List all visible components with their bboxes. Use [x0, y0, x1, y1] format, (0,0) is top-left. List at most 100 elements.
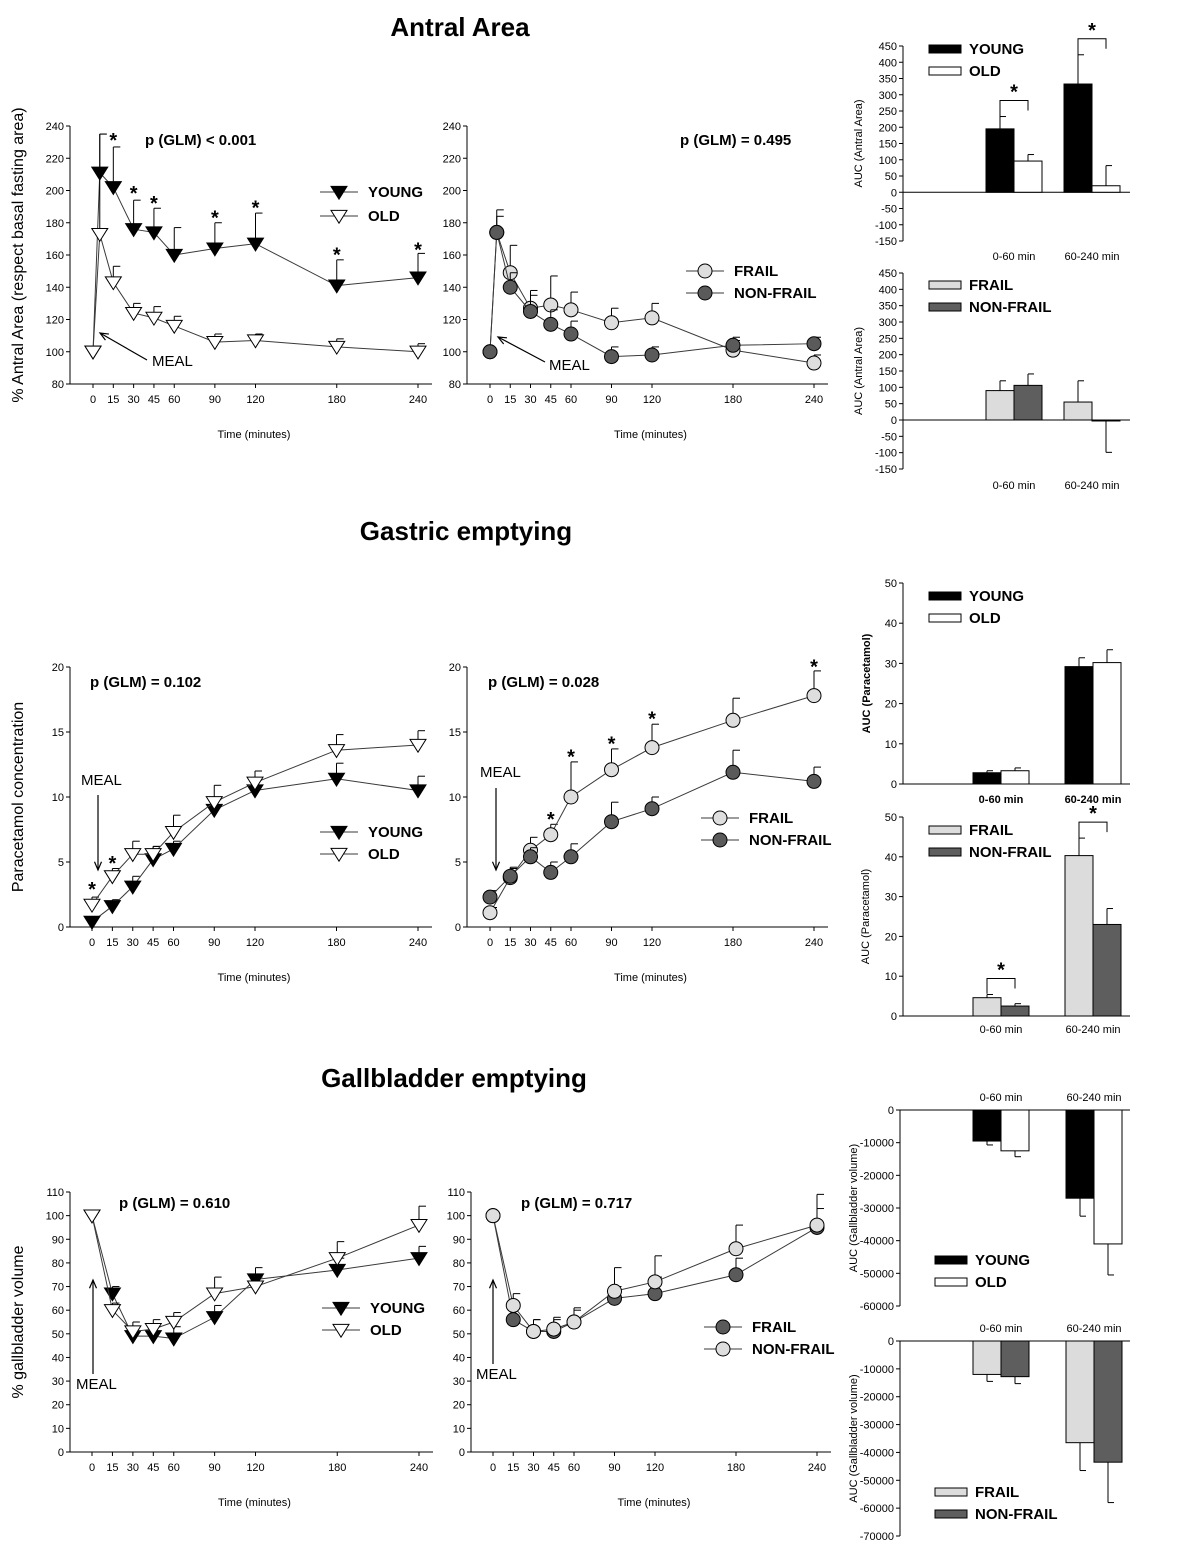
data-point [409, 271, 427, 286]
x-tick-label: 240 [410, 1462, 428, 1474]
data-point [123, 1325, 142, 1340]
data-point [543, 827, 559, 843]
y-tick-label: 50 [885, 812, 897, 824]
data-point [489, 224, 505, 240]
y-tick-label: 40 [885, 618, 897, 630]
y-tick-label: -30000 [860, 1203, 894, 1215]
y-tick-label: 50 [885, 578, 897, 590]
x-axis-title: Time (minutes) [614, 972, 687, 984]
chart-gallbladder-auc-young-old: -60000 -50000 -40000 -30000 -20000 -10000 0 AUC… [848, 1092, 1130, 1313]
significance-star: * [252, 198, 260, 220]
y-tick-label: 450 [879, 41, 897, 53]
data-point [123, 848, 142, 863]
significance-star: * [150, 193, 158, 215]
legend-label: FRAIL [969, 277, 1013, 294]
category-label: 0-60 min [980, 1323, 1023, 1335]
data-point [327, 744, 346, 759]
bar [1092, 923, 1122, 1017]
x-tick-label: 180 [328, 1462, 346, 1474]
y-tick-label: 160 [443, 250, 461, 262]
significance-star: * [547, 809, 555, 831]
series-non-frail [482, 215, 822, 365]
legend-swatch [928, 44, 962, 54]
chart-antral-frail: 80 100 120 140 160 180 200 220 240 0 15 30 45 60 90 120… [443, 121, 828, 441]
x-tick-label: 15 [507, 1462, 519, 1474]
series-young [83, 762, 427, 930]
data-point [566, 1314, 582, 1330]
data-point [806, 355, 822, 371]
x-tick-label: 240 [805, 394, 823, 406]
x-tick-label: 30 [128, 394, 140, 406]
x-tick-label: 60 [565, 394, 577, 406]
legend-label: FRAIL [752, 1319, 796, 1336]
y-tick-label: 20 [449, 662, 461, 674]
x-tick-label: 0 [487, 937, 493, 949]
category-label: 0-60 min [993, 251, 1036, 263]
y-tick-label: 40 [885, 852, 897, 864]
data-point [246, 334, 265, 349]
y-tick-label: 0 [455, 922, 461, 934]
legend-label: OLD [975, 1274, 1007, 1291]
series-line [489, 232, 815, 358]
section-title-gallbladder-emptying: Gallbladder emptying [321, 1063, 587, 1093]
data-point [103, 900, 122, 915]
x-tick-label: 30 [524, 937, 536, 949]
legend-swatch [928, 847, 962, 857]
data-point [563, 326, 579, 342]
bar [1013, 384, 1043, 421]
y-tick-label: 50 [52, 1329, 64, 1341]
data-point [328, 1252, 347, 1267]
p-value-label: p (GLM) = 0.610 [119, 1195, 230, 1212]
y-tick-label: 200 [879, 350, 897, 362]
significance-star: * [1010, 82, 1018, 104]
data-point [124, 223, 143, 238]
significance-star: * [567, 746, 575, 768]
legend-swatch [934, 1509, 968, 1519]
meal-arrowhead [496, 336, 508, 345]
data-point [644, 347, 660, 363]
y-tick-label: -50000 [860, 1475, 894, 1487]
bar [1000, 1340, 1030, 1378]
y-tick-label: 20 [453, 1400, 465, 1412]
data-point [523, 303, 538, 319]
data-point [246, 776, 264, 791]
y-tick-label: 100 [443, 347, 461, 359]
chart-gallbladder-auc-frail: -70000 -60000 -50000 -40000 -30000 -20000 -100… [848, 1323, 1130, 1543]
legend-label: YOUNG [975, 1252, 1030, 1269]
data-point [725, 764, 741, 780]
legend-swatch [928, 591, 962, 601]
x-axis-title: Time (minutes) [218, 1497, 291, 1509]
chart-gallbladder-frail: 0 10 20 30 40 50 60 70 80 90 100 110 0 15 30 45 60 90 120 1… [447, 1187, 835, 1509]
y-tick-label: 30 [885, 892, 897, 904]
y-tick-label: 30 [453, 1376, 465, 1388]
y-tick-label: 80 [52, 1258, 64, 1270]
y-tick-label: 30 [52, 1376, 64, 1388]
y-tick-label: 50 [453, 1329, 465, 1341]
data-point [83, 898, 101, 914]
y-tick-label: -30000 [860, 1420, 894, 1432]
significance-bracket [1078, 821, 1108, 852]
data-point [205, 1287, 224, 1302]
data-point [409, 345, 427, 360]
y-tick-label: 300 [879, 90, 897, 102]
data-point [145, 226, 163, 241]
y-tick-label: -50 [881, 431, 897, 443]
y-tick-label: 90 [453, 1234, 465, 1246]
p-value-label: p (GLM) = 0.717 [521, 1195, 632, 1212]
data-point [205, 796, 224, 811]
meal-arrowhead [98, 332, 110, 341]
x-tick-label: 0 [89, 937, 95, 949]
meal-arrowhead [491, 861, 501, 872]
y-tick-label: 10 [449, 792, 461, 804]
data-point [607, 1283, 622, 1299]
category-label: 60-240 min [1064, 480, 1119, 492]
significance-star: * [88, 879, 96, 901]
data-point [409, 784, 427, 799]
data-point [124, 306, 143, 322]
legend-label: NON-FRAIL [749, 832, 832, 849]
x-tick-label: 15 [107, 394, 119, 406]
chart-paracetamol-frail: 0 5 10 15 20 0 15 30 45 60 90 120 180 240 Time (minute… [449, 657, 832, 984]
legend-swatch [928, 613, 962, 623]
meal-arrowhead [93, 861, 103, 872]
legend-marker [712, 810, 728, 826]
